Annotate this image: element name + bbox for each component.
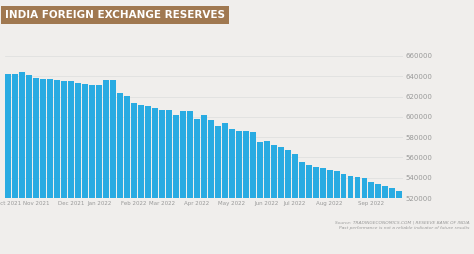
Bar bbox=[347, 176, 354, 198]
Bar bbox=[375, 184, 382, 198]
Bar bbox=[319, 168, 326, 198]
Bar bbox=[362, 178, 367, 198]
Bar bbox=[250, 132, 255, 198]
Bar bbox=[257, 142, 263, 198]
Bar bbox=[285, 150, 291, 198]
Bar bbox=[54, 80, 60, 198]
Text: Source: TRADINGECONOMICS.COM | RESEEVE BANK OF INDIA
Past performance is not a r: Source: TRADINGECONOMICS.COM | RESEEVE B… bbox=[335, 221, 469, 230]
Bar bbox=[68, 81, 74, 198]
Bar bbox=[208, 120, 214, 198]
Bar bbox=[5, 74, 11, 198]
Bar bbox=[390, 188, 395, 198]
Bar bbox=[103, 80, 109, 198]
Bar bbox=[340, 174, 346, 198]
Bar bbox=[180, 111, 186, 198]
Bar bbox=[271, 145, 277, 198]
Bar bbox=[173, 115, 179, 198]
Bar bbox=[236, 131, 242, 198]
Bar bbox=[222, 123, 228, 198]
Bar bbox=[306, 165, 311, 198]
Bar bbox=[33, 78, 39, 198]
Bar bbox=[124, 96, 130, 198]
Bar bbox=[278, 147, 283, 198]
Bar bbox=[299, 162, 305, 198]
Text: INDIA FOREIGN EXCHANGE RESERVES: INDIA FOREIGN EXCHANGE RESERVES bbox=[5, 10, 225, 20]
Bar bbox=[396, 191, 402, 198]
Bar bbox=[26, 75, 32, 198]
Bar bbox=[82, 84, 88, 198]
Bar bbox=[194, 119, 200, 198]
Bar bbox=[117, 93, 123, 198]
Bar bbox=[110, 80, 116, 198]
Bar bbox=[75, 83, 81, 198]
Bar bbox=[383, 186, 388, 198]
Bar bbox=[334, 171, 339, 198]
Bar bbox=[187, 111, 193, 198]
Bar bbox=[229, 129, 235, 198]
Bar bbox=[12, 74, 18, 198]
Bar bbox=[368, 182, 374, 198]
Bar bbox=[47, 79, 53, 198]
Bar bbox=[40, 79, 46, 198]
Bar bbox=[264, 141, 270, 198]
Bar bbox=[166, 110, 172, 198]
Bar bbox=[131, 103, 137, 198]
Bar bbox=[327, 170, 333, 198]
Bar bbox=[89, 85, 95, 198]
Bar bbox=[19, 72, 25, 198]
Bar bbox=[96, 85, 102, 198]
Bar bbox=[243, 131, 249, 198]
Bar bbox=[152, 108, 158, 198]
Bar bbox=[61, 81, 67, 198]
Bar bbox=[145, 106, 151, 198]
Bar bbox=[313, 167, 319, 198]
Bar bbox=[201, 115, 207, 198]
Bar bbox=[159, 110, 165, 198]
Bar bbox=[215, 126, 221, 198]
Bar bbox=[355, 177, 360, 198]
Bar bbox=[138, 105, 144, 198]
Bar bbox=[292, 154, 298, 198]
